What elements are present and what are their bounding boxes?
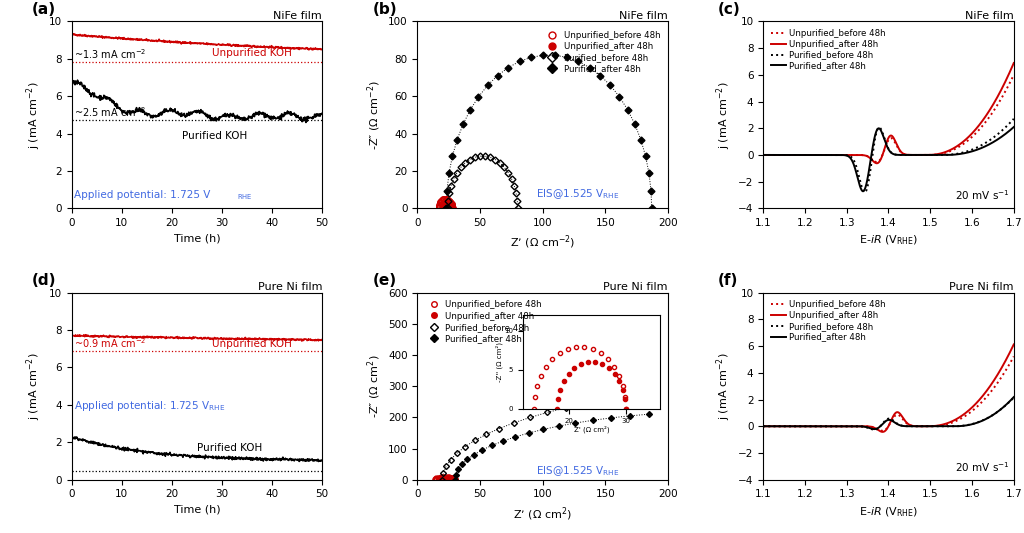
X-axis label: Z’ (Ω cm$^{-2}$): Z’ (Ω cm$^{-2}$)	[510, 233, 575, 251]
Text: ~1.3 mA cm$^{-2}$: ~1.3 mA cm$^{-2}$	[74, 47, 146, 61]
Text: (b): (b)	[373, 2, 397, 17]
Text: (c): (c)	[718, 2, 740, 17]
Legend: Unpurified_before 48h, Unpurified_after 48h, Purified_before 48h, Purified_after: Unpurified_before 48h, Unpurified_after …	[541, 28, 664, 77]
Text: 20 mV s$^{-1}$: 20 mV s$^{-1}$	[955, 189, 1010, 203]
Y-axis label: j (mA cm$^{-2}$): j (mA cm$^{-2}$)	[714, 352, 732, 420]
Text: (f): (f)	[718, 273, 738, 288]
Text: Purified KOH: Purified KOH	[197, 443, 262, 453]
Text: Unpurified KOH: Unpurified KOH	[212, 339, 292, 349]
Text: Applied potential: 1.725 V: Applied potential: 1.725 V	[74, 190, 211, 200]
Y-axis label: -Z″ (Ω cm$^{2}$): -Z″ (Ω cm$^{2}$)	[365, 354, 383, 418]
Text: Pure Ni film: Pure Ni film	[258, 282, 323, 292]
Text: NiFe film: NiFe film	[273, 11, 323, 21]
Y-axis label: j (mA cm$^{-2}$): j (mA cm$^{-2}$)	[714, 81, 732, 149]
Text: Pure Ni film: Pure Ni film	[949, 282, 1014, 292]
Text: (e): (e)	[373, 273, 396, 288]
X-axis label: Time (h): Time (h)	[174, 233, 220, 244]
Y-axis label: j (mA cm$^{-2}$): j (mA cm$^{-2}$)	[25, 352, 43, 420]
Legend: Unpurified_before 48h, Unpurified_after 48h, Purified_before 48h, Purified_after: Unpurified_before 48h, Unpurified_after …	[422, 297, 545, 346]
Legend: Unpurified_before 48h, Unpurified_after 48h, Purified_before 48h, Purified_after: Unpurified_before 48h, Unpurified_after …	[768, 297, 889, 345]
Text: 20 mV s$^{-1}$: 20 mV s$^{-1}$	[955, 460, 1010, 474]
X-axis label: Z’ (Ω cm$^{2}$): Z’ (Ω cm$^{2}$)	[513, 505, 572, 522]
Text: ~2.5 mA cm$^{-2}$: ~2.5 mA cm$^{-2}$	[74, 106, 146, 119]
Text: NiFe film: NiFe film	[965, 11, 1014, 21]
Text: ~0.9 mA cm$^{-2}$: ~0.9 mA cm$^{-2}$	[74, 336, 146, 350]
X-axis label: Time (h): Time (h)	[174, 505, 220, 515]
X-axis label: E-$iR$ (V$_{\mathrm{RHE}}$): E-$iR$ (V$_{\mathrm{RHE}}$)	[859, 505, 919, 519]
Legend: Unpurified_before 48h, Unpurified_after 48h, Purified_before 48h, Purified_after: Unpurified_before 48h, Unpurified_after …	[768, 26, 889, 74]
Text: Pure Ni film: Pure Ni film	[603, 282, 668, 292]
Text: Applied potential: 1.725 V$_{\mathrm{RHE}}$: Applied potential: 1.725 V$_{\mathrm{RHE…	[74, 399, 225, 413]
Text: EIS@1.525 V$_{\mathrm{RHE}}$: EIS@1.525 V$_{\mathrm{RHE}}$	[537, 464, 620, 478]
Text: Unpurified KOH: Unpurified KOH	[212, 48, 292, 58]
Text: Purified KOH: Purified KOH	[182, 131, 247, 141]
Y-axis label: -Z″ (Ω cm$^{-2}$): -Z″ (Ω cm$^{-2}$)	[365, 80, 383, 150]
Y-axis label: j (mA cm$^{-2}$): j (mA cm$^{-2}$)	[25, 81, 43, 149]
Text: EIS@1.525 V$_{\mathrm{RHE}}$: EIS@1.525 V$_{\mathrm{RHE}}$	[537, 187, 620, 201]
Text: NiFe film: NiFe film	[620, 11, 668, 21]
Text: (d): (d)	[32, 273, 56, 288]
Text: $_{\mathrm{RHE}}$: $_{\mathrm{RHE}}$	[237, 192, 253, 202]
X-axis label: E-$iR$ (V$_{\mathrm{RHE}}$): E-$iR$ (V$_{\mathrm{RHE}}$)	[859, 233, 919, 247]
Text: (a): (a)	[32, 2, 55, 17]
